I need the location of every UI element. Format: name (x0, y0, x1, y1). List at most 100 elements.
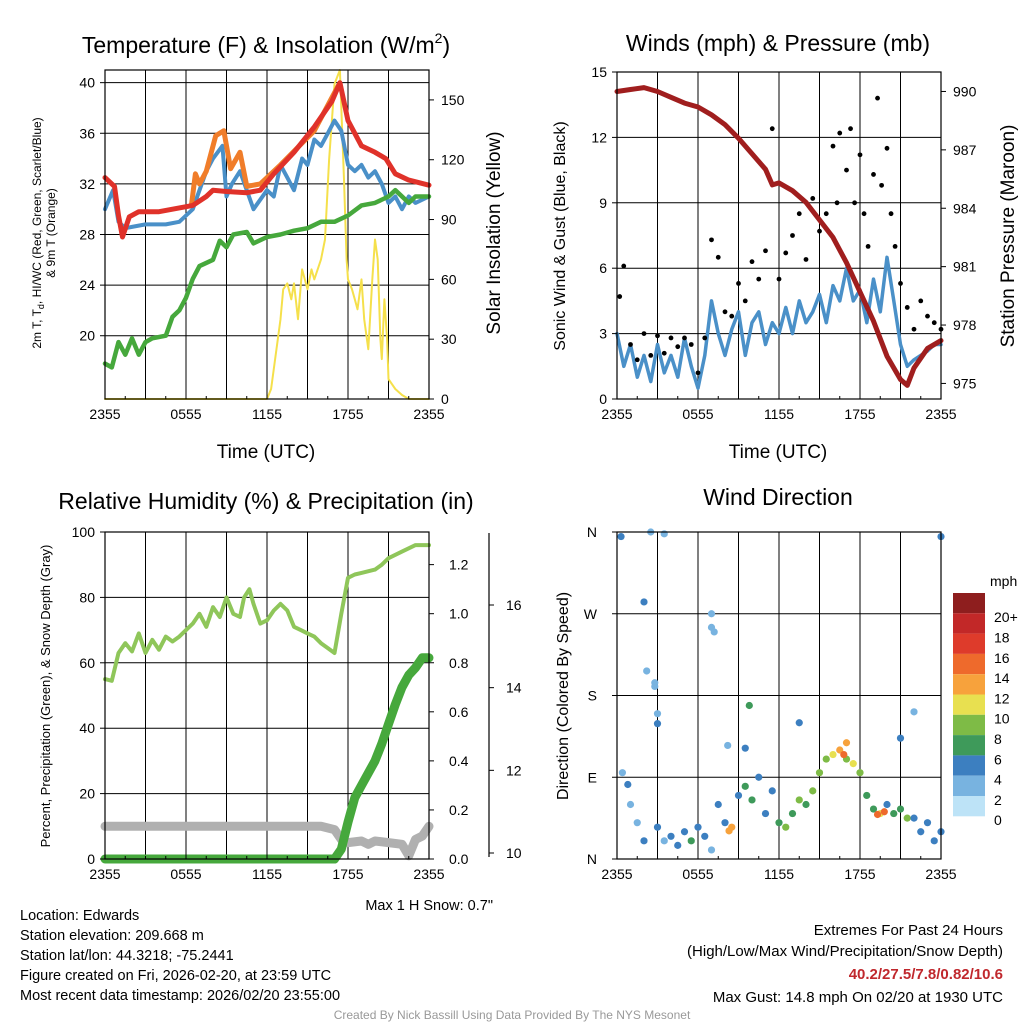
rh-ytick-label: 40 (79, 720, 95, 736)
wind-gust-point (749, 259, 755, 265)
dir-point (707, 846, 716, 854)
dir-xtick-label: 2355 (601, 866, 632, 882)
dir-point (795, 719, 803, 727)
dir-point (734, 791, 743, 800)
wind-gust-point (695, 370, 701, 376)
wind-gust-point (682, 335, 687, 341)
wind-gust-point (918, 298, 924, 304)
dir-xtick-label: 1155 (764, 866, 794, 882)
legend-swatch (953, 755, 985, 776)
dir-point (856, 769, 864, 777)
wind-gust-point (904, 305, 910, 310)
legend-label: 2 (994, 792, 1002, 808)
wind-gust-point (892, 244, 898, 249)
wind-gust-point (688, 342, 694, 347)
dir-point (880, 808, 888, 816)
wind-gust-point (848, 126, 853, 132)
dir-point (896, 734, 905, 742)
dir-point (618, 769, 627, 777)
dir-point (840, 750, 848, 759)
rh-series-rh (103, 543, 431, 683)
rh-chart: 0 20 40 60 80 100 0.0 0.2 0.4 0.6 0.8 1.0 1.2 10 12 14 1… (72, 524, 522, 882)
dir-point (710, 628, 718, 636)
dir-point (910, 708, 918, 716)
wind-gust-point (776, 276, 782, 282)
temp-ytick-label: 36 (79, 125, 95, 141)
wind-gust-point (790, 233, 795, 238)
temp-ytick-label: 28 (79, 227, 95, 243)
legend-swatch (953, 714, 985, 736)
wind-gust-point (852, 200, 857, 206)
dir-point (687, 837, 695, 845)
station-info: Location: Edwards Station elevation: 209… (20, 906, 340, 1006)
dir-point (653, 720, 662, 728)
dir-point (755, 773, 763, 781)
legend-label: 4 (994, 772, 1002, 788)
wind-y2tick-label: 981 (953, 259, 977, 275)
wind-gust-point (871, 172, 876, 177)
temp-y2tick-label: 150 (441, 92, 465, 108)
temp-series-hi-wc-blue- (103, 118, 431, 231)
legend-swatch (953, 674, 985, 695)
dir-point (815, 769, 824, 777)
dir-point (802, 800, 810, 809)
dir-point (674, 841, 682, 849)
temp-xtick-label: 0555 (170, 406, 201, 422)
dir-ytick-label: W (584, 606, 598, 622)
dir-point (626, 800, 635, 809)
rh-y2tick-label: 1.0 (449, 606, 469, 622)
dir-point (748, 796, 756, 804)
wind-gust-point (837, 130, 843, 136)
wind-gust-point (834, 200, 840, 206)
dir-point (617, 532, 625, 541)
dir-point (768, 787, 776, 795)
dir-point (741, 782, 749, 790)
wind-gust-point (925, 313, 930, 319)
wind-y2tick-label: 990 (953, 83, 977, 99)
wind-xtick-label: 2355 (925, 406, 956, 422)
dir-point (842, 739, 851, 747)
wind-xtick-label: 1755 (844, 406, 875, 422)
wind-gust-point (796, 211, 802, 217)
dir-point (775, 819, 783, 827)
rh-note: Max 1 H Snow: 0.7" (365, 898, 493, 914)
rh-xtick-label: 2355 (89, 866, 120, 882)
extremes-values: 40.2/27.5/7.8/0.82/10.6 (849, 966, 1003, 983)
dir-speed-legend: 20+ 18 16 14 12 10 8 6 4 2 0 (953, 593, 1018, 828)
rh-y2tick-label: 0.0 (449, 851, 469, 867)
wind-gust-point (879, 182, 884, 188)
dir-point (896, 805, 905, 813)
dir-point (721, 819, 729, 827)
legend-swatch (953, 633, 985, 654)
rh-ytick-label: 0 (87, 851, 95, 867)
temp-xlabel: Time (UTC) (217, 442, 316, 463)
dir-point (910, 814, 918, 822)
temp-ytick-label: 24 (79, 277, 95, 293)
max-gust: Max Gust: 14.8 mph On 02/20 at 1930 UTC (713, 989, 1003, 1006)
temp-y2tick-label: 90 (441, 212, 457, 228)
wind-gust-point (661, 350, 667, 356)
rh-ytick-label: 20 (79, 786, 95, 802)
wind-gust-point (742, 298, 748, 304)
dir-point (651, 682, 659, 691)
dir-point (653, 823, 662, 831)
wind-ytick-label: 6 (599, 260, 607, 276)
temp-xtick-label: 1155 (252, 406, 282, 422)
dir-point (680, 828, 689, 836)
legend-swatch (953, 593, 985, 614)
dir-point (761, 809, 770, 818)
wind-gust-point (884, 145, 890, 151)
legend-swatch (953, 613, 985, 634)
dir-point (930, 837, 938, 845)
dir-point (849, 760, 857, 768)
dir-point (741, 744, 749, 752)
rh-y2tick-label: 0.4 (449, 753, 469, 769)
wind-ytick-label: 3 (599, 326, 607, 342)
legend-label: 18 (994, 629, 1010, 645)
dir-point (667, 832, 675, 840)
wind-gust-point (769, 126, 775, 132)
wind-gust-point (861, 211, 867, 217)
legend-label: 10 (994, 711, 1010, 727)
temp-series-td (102, 187, 432, 370)
wind-gust-point (810, 196, 816, 201)
